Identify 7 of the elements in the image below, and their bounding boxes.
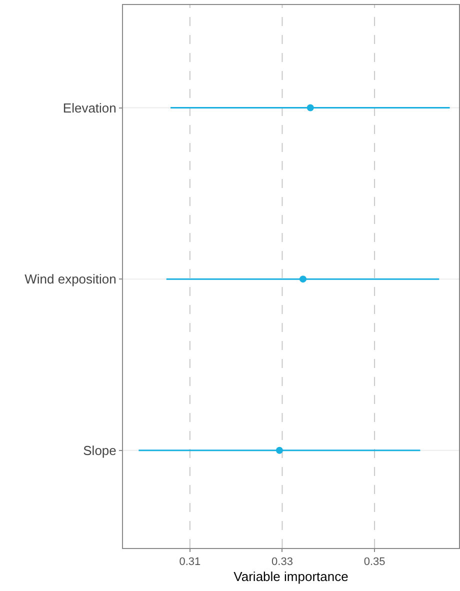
x-tick-label: 0.35 bbox=[364, 556, 386, 568]
y-tick-label: Wind exposition bbox=[24, 272, 116, 287]
x-axis-title: Variable importance bbox=[234, 568, 348, 584]
x-tick-label: 0.31 bbox=[179, 556, 201, 568]
y-tick-label: Slope bbox=[83, 442, 116, 458]
y-tick-label: Elevation bbox=[62, 100, 116, 116]
x-tick-label: 0.33 bbox=[272, 556, 293, 568]
